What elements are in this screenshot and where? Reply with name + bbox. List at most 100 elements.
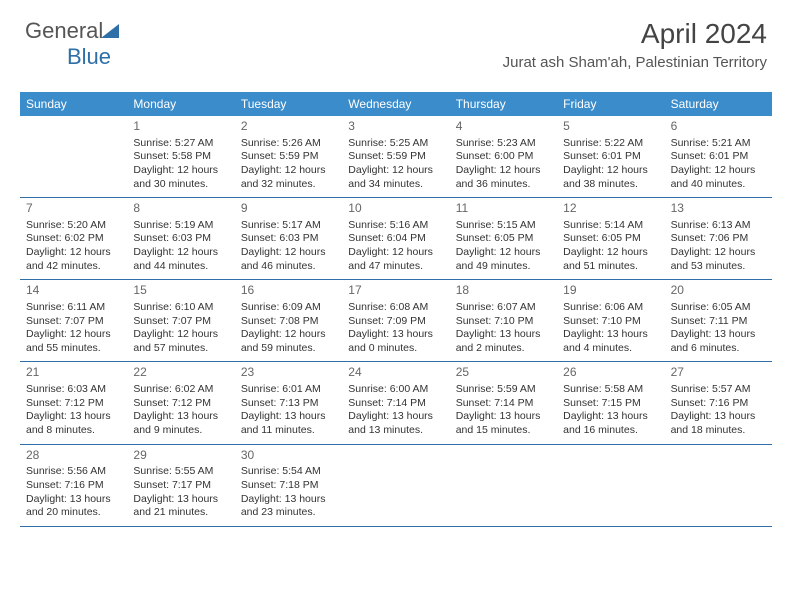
daylight-text-2: and 34 minutes. xyxy=(348,178,443,192)
daylight-text-1: Daylight: 13 hours xyxy=(456,328,551,342)
day-number: 8 xyxy=(133,201,228,217)
day-number: 13 xyxy=(671,201,766,217)
sunset-text: Sunset: 7:16 PM xyxy=(671,397,766,411)
day-number: 19 xyxy=(563,283,658,299)
calendar-week: 1Sunrise: 5:27 AMSunset: 5:58 PMDaylight… xyxy=(20,116,772,198)
daylight-text-1: Daylight: 12 hours xyxy=(26,328,121,342)
daylight-text-2: and 18 minutes. xyxy=(671,424,766,438)
day-number: 15 xyxy=(133,283,228,299)
daylight-text-1: Daylight: 13 hours xyxy=(348,328,443,342)
sunrise-text: Sunrise: 6:05 AM xyxy=(671,301,766,315)
calendar-cell: 14Sunrise: 6:11 AMSunset: 7:07 PMDayligh… xyxy=(20,280,127,361)
calendar-cell: 16Sunrise: 6:09 AMSunset: 7:08 PMDayligh… xyxy=(235,280,342,361)
daylight-text-1: Daylight: 13 hours xyxy=(241,493,336,507)
sunset-text: Sunset: 6:01 PM xyxy=(563,150,658,164)
logo-sail-icon xyxy=(101,24,121,40)
sunrise-text: Sunrise: 6:00 AM xyxy=(348,383,443,397)
day-number: 3 xyxy=(348,119,443,135)
daylight-text-2: and 6 minutes. xyxy=(671,342,766,356)
day-number: 20 xyxy=(671,283,766,299)
calendar-week: 28Sunrise: 5:56 AMSunset: 7:16 PMDayligh… xyxy=(20,445,772,527)
sunset-text: Sunset: 6:03 PM xyxy=(241,232,336,246)
daylight-text-2: and 0 minutes. xyxy=(348,342,443,356)
calendar-cell: 19Sunrise: 6:06 AMSunset: 7:10 PMDayligh… xyxy=(557,280,664,361)
sunset-text: Sunset: 7:17 PM xyxy=(133,479,228,493)
daylight-text-2: and 46 minutes. xyxy=(241,260,336,274)
day-number: 28 xyxy=(26,448,121,464)
calendar-cell: 12Sunrise: 5:14 AMSunset: 6:05 PMDayligh… xyxy=(557,198,664,279)
daylight-text-1: Daylight: 12 hours xyxy=(563,164,658,178)
day-number: 27 xyxy=(671,365,766,381)
daylight-text-1: Daylight: 12 hours xyxy=(241,328,336,342)
dayhead-tue: Tuesday xyxy=(235,92,342,116)
sunrise-text: Sunrise: 5:20 AM xyxy=(26,219,121,233)
calendar-cell: 20Sunrise: 6:05 AMSunset: 7:11 PMDayligh… xyxy=(665,280,772,361)
daylight-text-1: Daylight: 12 hours xyxy=(671,246,766,260)
sunrise-text: Sunrise: 6:03 AM xyxy=(26,383,121,397)
day-number: 24 xyxy=(348,365,443,381)
sunset-text: Sunset: 7:07 PM xyxy=(133,315,228,329)
calendar-cell: 18Sunrise: 6:07 AMSunset: 7:10 PMDayligh… xyxy=(450,280,557,361)
calendar-week: 7Sunrise: 5:20 AMSunset: 6:02 PMDaylight… xyxy=(20,198,772,280)
calendar: Sunday Monday Tuesday Wednesday Thursday… xyxy=(20,92,772,527)
calendar-cell xyxy=(450,445,557,526)
sunset-text: Sunset: 5:59 PM xyxy=(241,150,336,164)
sunrise-text: Sunrise: 6:02 AM xyxy=(133,383,228,397)
calendar-cell: 15Sunrise: 6:10 AMSunset: 7:07 PMDayligh… xyxy=(127,280,234,361)
daylight-text-2: and 4 minutes. xyxy=(563,342,658,356)
daylight-text-1: Daylight: 13 hours xyxy=(241,410,336,424)
sunrise-text: Sunrise: 5:56 AM xyxy=(26,465,121,479)
daylight-text-1: Daylight: 12 hours xyxy=(241,246,336,260)
daylight-text-2: and 16 minutes. xyxy=(563,424,658,438)
day-number: 17 xyxy=(348,283,443,299)
calendar-day-header: Sunday Monday Tuesday Wednesday Thursday… xyxy=(20,92,772,116)
daylight-text-2: and 2 minutes. xyxy=(456,342,551,356)
sunset-text: Sunset: 7:13 PM xyxy=(241,397,336,411)
daylight-text-1: Daylight: 13 hours xyxy=(563,328,658,342)
day-number: 14 xyxy=(26,283,121,299)
day-number: 2 xyxy=(241,119,336,135)
daylight-text-2: and 51 minutes. xyxy=(563,260,658,274)
daylight-text-1: Daylight: 12 hours xyxy=(563,246,658,260)
daylight-text-1: Daylight: 12 hours xyxy=(133,246,228,260)
daylight-text-2: and 38 minutes. xyxy=(563,178,658,192)
sunset-text: Sunset: 6:00 PM xyxy=(456,150,551,164)
daylight-text-1: Daylight: 12 hours xyxy=(348,164,443,178)
daylight-text-1: Daylight: 12 hours xyxy=(133,164,228,178)
calendar-cell: 6Sunrise: 5:21 AMSunset: 6:01 PMDaylight… xyxy=(665,116,772,197)
calendar-cell: 27Sunrise: 5:57 AMSunset: 7:16 PMDayligh… xyxy=(665,362,772,443)
daylight-text-1: Daylight: 12 hours xyxy=(671,164,766,178)
day-number: 26 xyxy=(563,365,658,381)
day-number: 29 xyxy=(133,448,228,464)
sunrise-text: Sunrise: 5:27 AM xyxy=(133,137,228,151)
sunset-text: Sunset: 7:14 PM xyxy=(456,397,551,411)
sunrise-text: Sunrise: 6:07 AM xyxy=(456,301,551,315)
calendar-cell: 5Sunrise: 5:22 AMSunset: 6:01 PMDaylight… xyxy=(557,116,664,197)
sunrise-text: Sunrise: 5:59 AM xyxy=(456,383,551,397)
dayhead-sun: Sunday xyxy=(20,92,127,116)
calendar-cell: 7Sunrise: 5:20 AMSunset: 6:02 PMDaylight… xyxy=(20,198,127,279)
daylight-text-2: and 57 minutes. xyxy=(133,342,228,356)
sunrise-text: Sunrise: 6:10 AM xyxy=(133,301,228,315)
day-number: 25 xyxy=(456,365,551,381)
sunset-text: Sunset: 7:07 PM xyxy=(26,315,121,329)
daylight-text-2: and 20 minutes. xyxy=(26,506,121,520)
daylight-text-2: and 13 minutes. xyxy=(348,424,443,438)
calendar-cell: 22Sunrise: 6:02 AMSunset: 7:12 PMDayligh… xyxy=(127,362,234,443)
calendar-cell: 21Sunrise: 6:03 AMSunset: 7:12 PMDayligh… xyxy=(20,362,127,443)
daylight-text-2: and 32 minutes. xyxy=(241,178,336,192)
sunset-text: Sunset: 7:14 PM xyxy=(348,397,443,411)
sunrise-text: Sunrise: 5:57 AM xyxy=(671,383,766,397)
calendar-cell: 4Sunrise: 5:23 AMSunset: 6:00 PMDaylight… xyxy=(450,116,557,197)
sunrise-text: Sunrise: 5:26 AM xyxy=(241,137,336,151)
calendar-cell xyxy=(342,445,449,526)
daylight-text-2: and 40 minutes. xyxy=(671,178,766,192)
calendar-cell: 28Sunrise: 5:56 AMSunset: 7:16 PMDayligh… xyxy=(20,445,127,526)
daylight-text-1: Daylight: 12 hours xyxy=(26,246,121,260)
day-number: 16 xyxy=(241,283,336,299)
sunset-text: Sunset: 7:15 PM xyxy=(563,397,658,411)
daylight-text-1: Daylight: 13 hours xyxy=(133,410,228,424)
page-subtitle: Jurat ash Sham'ah, Palestinian Territory xyxy=(503,54,767,71)
day-number: 9 xyxy=(241,201,336,217)
calendar-cell: 29Sunrise: 5:55 AMSunset: 7:17 PMDayligh… xyxy=(127,445,234,526)
